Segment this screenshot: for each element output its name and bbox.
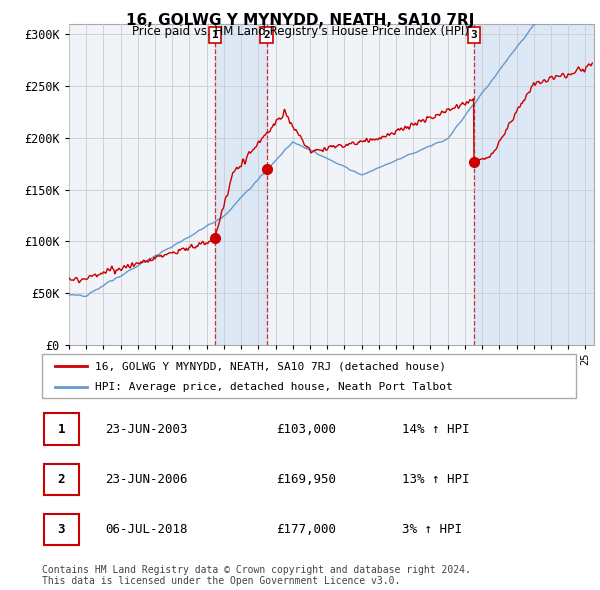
Text: Price paid vs. HM Land Registry's House Price Index (HPI): Price paid vs. HM Land Registry's House …	[131, 25, 469, 38]
Bar	[215, 24, 266, 345]
Text: 23-JUN-2003: 23-JUN-2003	[105, 422, 187, 436]
Text: 13% ↑ HPI: 13% ↑ HPI	[402, 473, 470, 486]
Text: This data is licensed under the Open Government Licence v3.0.: This data is licensed under the Open Gov…	[42, 576, 400, 586]
Text: 3: 3	[58, 523, 65, 536]
Text: HPI: Average price, detached house, Neath Port Talbot: HPI: Average price, detached house, Neat…	[95, 382, 453, 392]
Text: 1: 1	[58, 422, 65, 436]
Text: 14% ↑ HPI: 14% ↑ HPI	[402, 422, 470, 436]
Text: 16, GOLWG Y MYNYDD, NEATH, SA10 7RJ: 16, GOLWG Y MYNYDD, NEATH, SA10 7RJ	[126, 13, 474, 28]
Text: Contains HM Land Registry data © Crown copyright and database right 2024.: Contains HM Land Registry data © Crown c…	[42, 565, 471, 575]
Text: 3: 3	[470, 30, 477, 40]
Text: 1: 1	[212, 30, 218, 40]
Text: 23-JUN-2006: 23-JUN-2006	[105, 473, 187, 486]
Text: £169,950: £169,950	[276, 473, 336, 486]
Text: £103,000: £103,000	[276, 422, 336, 436]
Bar	[473, 24, 594, 345]
Text: 06-JUL-2018: 06-JUL-2018	[105, 523, 187, 536]
Text: £177,000: £177,000	[276, 523, 336, 536]
Text: 2: 2	[263, 30, 270, 40]
Text: 2: 2	[58, 473, 65, 486]
Text: 3% ↑ HPI: 3% ↑ HPI	[402, 523, 462, 536]
Text: 16, GOLWG Y MYNYDD, NEATH, SA10 7RJ (detached house): 16, GOLWG Y MYNYDD, NEATH, SA10 7RJ (det…	[95, 362, 446, 371]
